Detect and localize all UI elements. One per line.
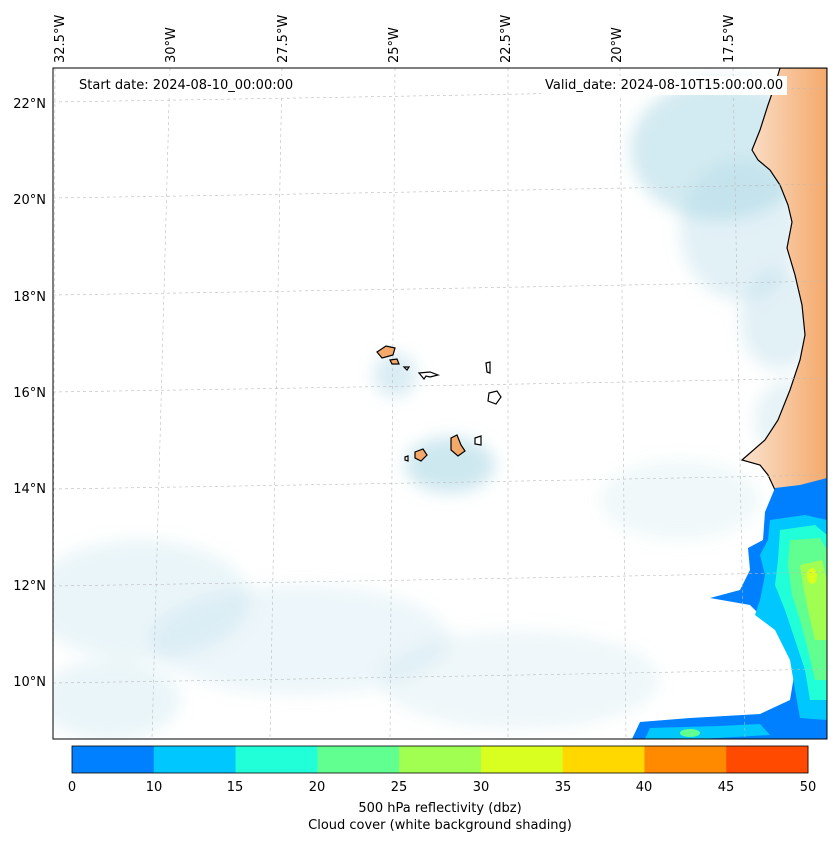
colorbar-segment (317, 746, 400, 773)
island-maio (474, 435, 482, 446)
colorbar-tick: 15 (226, 780, 244, 795)
lat-label: 20°N (13, 193, 46, 208)
colorbar-tick: 50 (799, 780, 817, 795)
island-sal (485, 361, 491, 374)
colorbar-segment (235, 746, 318, 773)
colorbar (72, 746, 809, 773)
lat-label: 16°N (13, 386, 46, 401)
colorbar-tick: 30 (472, 780, 490, 795)
colorbar-frame (71, 745, 809, 774)
island-santiago (450, 434, 466, 457)
colorbar-tick: 25 (390, 780, 408, 795)
colorbar-label: 500 hPa reflectivity (dbz) (358, 801, 522, 816)
colorbar-segment (153, 746, 237, 773)
colorbar-tick: 20 (308, 780, 326, 795)
lat-label: 18°N (13, 290, 46, 305)
colorbar-segment (644, 746, 727, 773)
colorbar-tick: 45 (717, 780, 735, 795)
map-area (53, 68, 827, 739)
gridlines (53, 68, 827, 739)
start-date-label: Start date: 2024-08-10_00:00:00 (75, 76, 298, 95)
colorbar-tick: 10 (145, 780, 163, 795)
island-brava (404, 455, 409, 462)
lat-label: 22°N (13, 97, 46, 112)
lon-label: 25°W (387, 27, 402, 63)
lon-label: 20°W (610, 27, 625, 63)
colorbar-tick: 0 (67, 780, 77, 795)
island-sao-nicolau (417, 371, 441, 381)
colorbar-segment (480, 746, 564, 773)
island-santa-luzia (402, 366, 411, 371)
cape-verde-islands (376, 345, 502, 462)
lat-label: 12°N (13, 579, 46, 594)
lon-label: 22.5°W (499, 14, 514, 63)
island-sao-vicente (389, 358, 400, 365)
cloud-cover-shading (53, 80, 825, 739)
lon-label: 32.5°W (53, 14, 68, 63)
lat-label: 10°N (13, 675, 46, 690)
valid-date-label: Valid_date: 2024-08-10T15:00:00.00 (541, 76, 788, 95)
map-frame (52, 67, 828, 740)
colorbar-tick: 35 (554, 780, 572, 795)
colorbar-segment (399, 746, 482, 773)
colorbar-segment (562, 746, 645, 773)
lat-label: 14°N (13, 482, 46, 497)
lon-label: 17.5°W (722, 14, 737, 63)
island-santo-antao (376, 345, 396, 359)
lon-label: 27.5°W (276, 14, 291, 63)
colorbar-tick: 40 (635, 780, 653, 795)
reflectivity-field (632, 478, 827, 739)
lon-label: 30°W (164, 27, 179, 63)
island-boa-vista (487, 390, 502, 405)
colorbar-segment (726, 746, 809, 773)
colorbar-segment (72, 746, 155, 773)
island-fogo (414, 448, 428, 462)
colorbar-sublabel: Cloud cover (white background shading) (308, 818, 572, 833)
